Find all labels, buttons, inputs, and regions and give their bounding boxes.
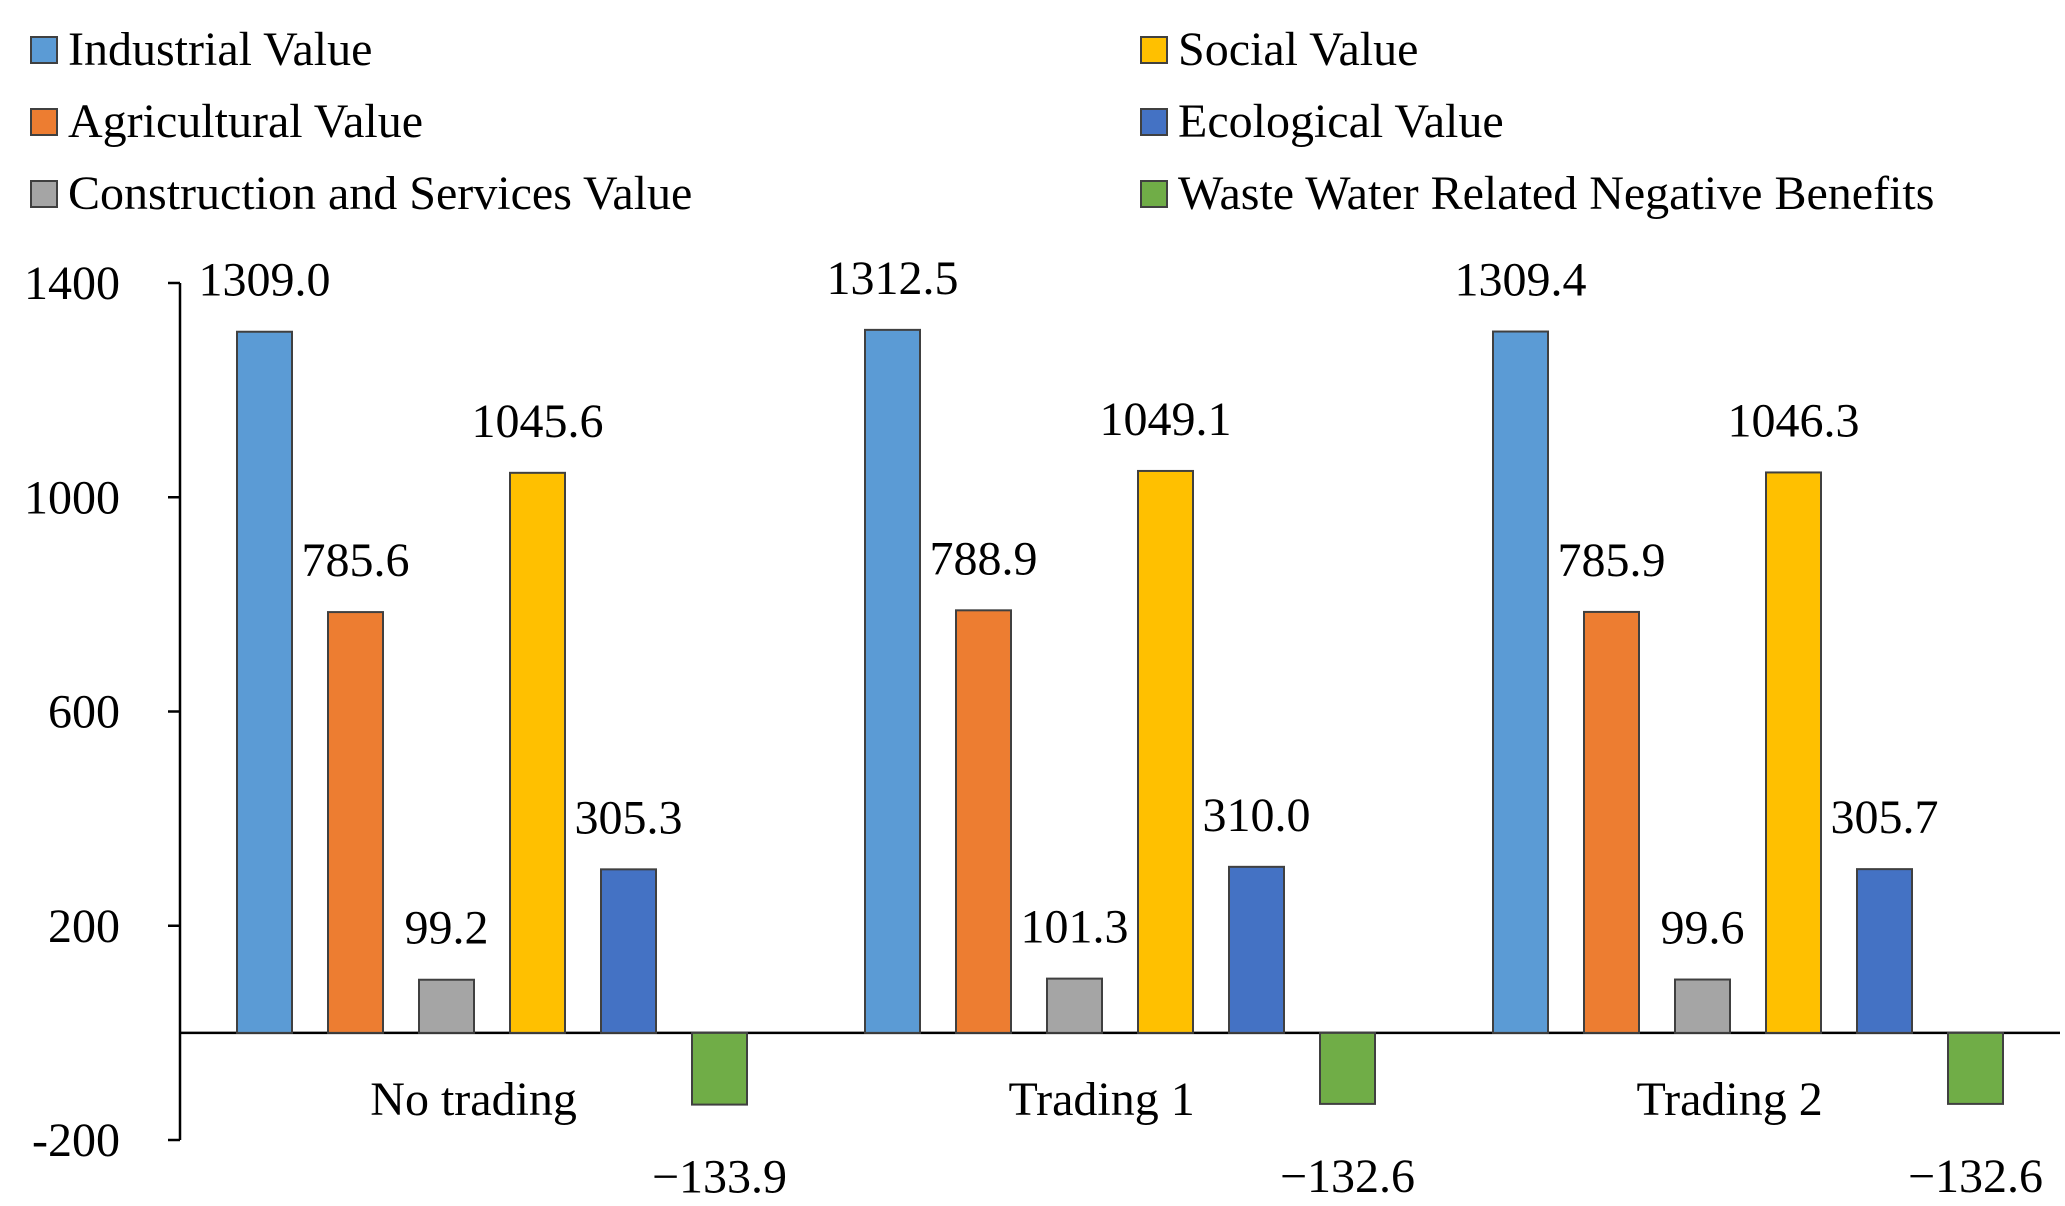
data-label: 99.6 (1661, 902, 1745, 955)
legend-swatch (1140, 108, 1168, 136)
y-tick-label: -200 (32, 1114, 120, 1167)
data-label: 785.6 (302, 534, 410, 587)
chart-legend: Industrial Value Agricultural Value Constr… (30, 14, 2050, 234)
legend-label: Ecological Value (1178, 95, 1504, 148)
legend-item-construction-and-services-value: Construction and Services Value (30, 158, 1140, 230)
bar-construction-and-services-value-no-trading (418, 978, 475, 1034)
data-label: 1045.6 (472, 395, 604, 448)
legend-swatch (1140, 36, 1168, 64)
bar-waste-water-related-negative-benefits-no-trading (691, 1031, 748, 1106)
data-label: 310.0 (1203, 789, 1311, 842)
legend-swatch (30, 180, 58, 208)
bar-social-value-trading-2 (1765, 471, 1822, 1034)
bar-waste-water-related-negative-benefits-trading-1 (1319, 1031, 1376, 1105)
legend-swatch (30, 36, 58, 64)
legend-swatch (30, 108, 58, 136)
data-label: 785.9 (1558, 534, 1666, 587)
bar-ecological-value-trading-1 (1228, 865, 1285, 1034)
bar-waste-water-related-negative-benefits-trading-2 (1947, 1031, 2004, 1105)
legend-label: Social Value (1178, 23, 1419, 76)
legend-label: Industrial Value (68, 23, 373, 76)
legend-label: Construction and Services Value (68, 167, 693, 220)
data-label: 305.7 (1831, 791, 1939, 844)
bar-ecological-value-no-trading (600, 868, 657, 1034)
bar-construction-and-services-value-trading-2 (1674, 978, 1731, 1034)
legend-item-agricultural-value: Agricultural Value (30, 86, 1140, 158)
data-label: −133.9 (652, 1151, 787, 1204)
bar-ecological-value-trading-2 (1856, 868, 1913, 1034)
data-label: 1309.0 (199, 254, 331, 307)
data-label: 305.3 (575, 791, 683, 844)
bar-agricultural-value-trading-1 (955, 609, 1012, 1034)
legend-label: Waste Water Related Negative Benefits (1178, 167, 1935, 220)
category-label-trading-2: Trading 2 (1636, 1073, 1822, 1126)
bar-social-value-trading-1 (1137, 469, 1194, 1034)
bar-industrial-value-trading-1 (864, 328, 921, 1034)
y-tick-label: 600 (48, 686, 120, 739)
legend-item-social-value: Social Value (1140, 14, 2050, 86)
data-label: −132.6 (1908, 1150, 2043, 1203)
data-label: 99.2 (405, 902, 489, 955)
data-label: 101.3 (1021, 901, 1129, 954)
bar-agricultural-value-no-trading (327, 611, 384, 1034)
bar-agricultural-value-trading-2 (1583, 610, 1640, 1034)
data-label: −132.6 (1280, 1150, 1415, 1203)
category-label-no-trading: No trading (370, 1073, 577, 1126)
legend-item-ecological-value: Ecological Value (1140, 86, 2050, 158)
y-tick-label: 1400 (24, 257, 120, 310)
legend-item-waste-water-related-negative-benefits: Waste Water Related Negative Benefits (1140, 158, 2050, 230)
y-tick-label: 1000 (24, 471, 120, 524)
bar-construction-and-services-value-trading-1 (1046, 977, 1103, 1034)
data-label: 1309.4 (1455, 254, 1587, 307)
data-label: 1312.5 (827, 252, 959, 305)
category-label-trading-1: Trading 1 (1008, 1073, 1194, 1126)
legend-swatch (1140, 180, 1168, 208)
y-tick-label: 200 (48, 900, 120, 953)
bar-industrial-value-no-trading (236, 330, 293, 1034)
legend-label: Agricultural Value (68, 95, 424, 148)
legend-item-industrial-value: Industrial Value (30, 14, 1140, 86)
data-label: 1046.3 (1728, 394, 1860, 447)
data-label: 788.9 (930, 532, 1038, 585)
bar-social-value-no-trading (509, 471, 566, 1034)
data-label: 1049.1 (1100, 393, 1232, 446)
bar-industrial-value-trading-2 (1492, 330, 1549, 1034)
